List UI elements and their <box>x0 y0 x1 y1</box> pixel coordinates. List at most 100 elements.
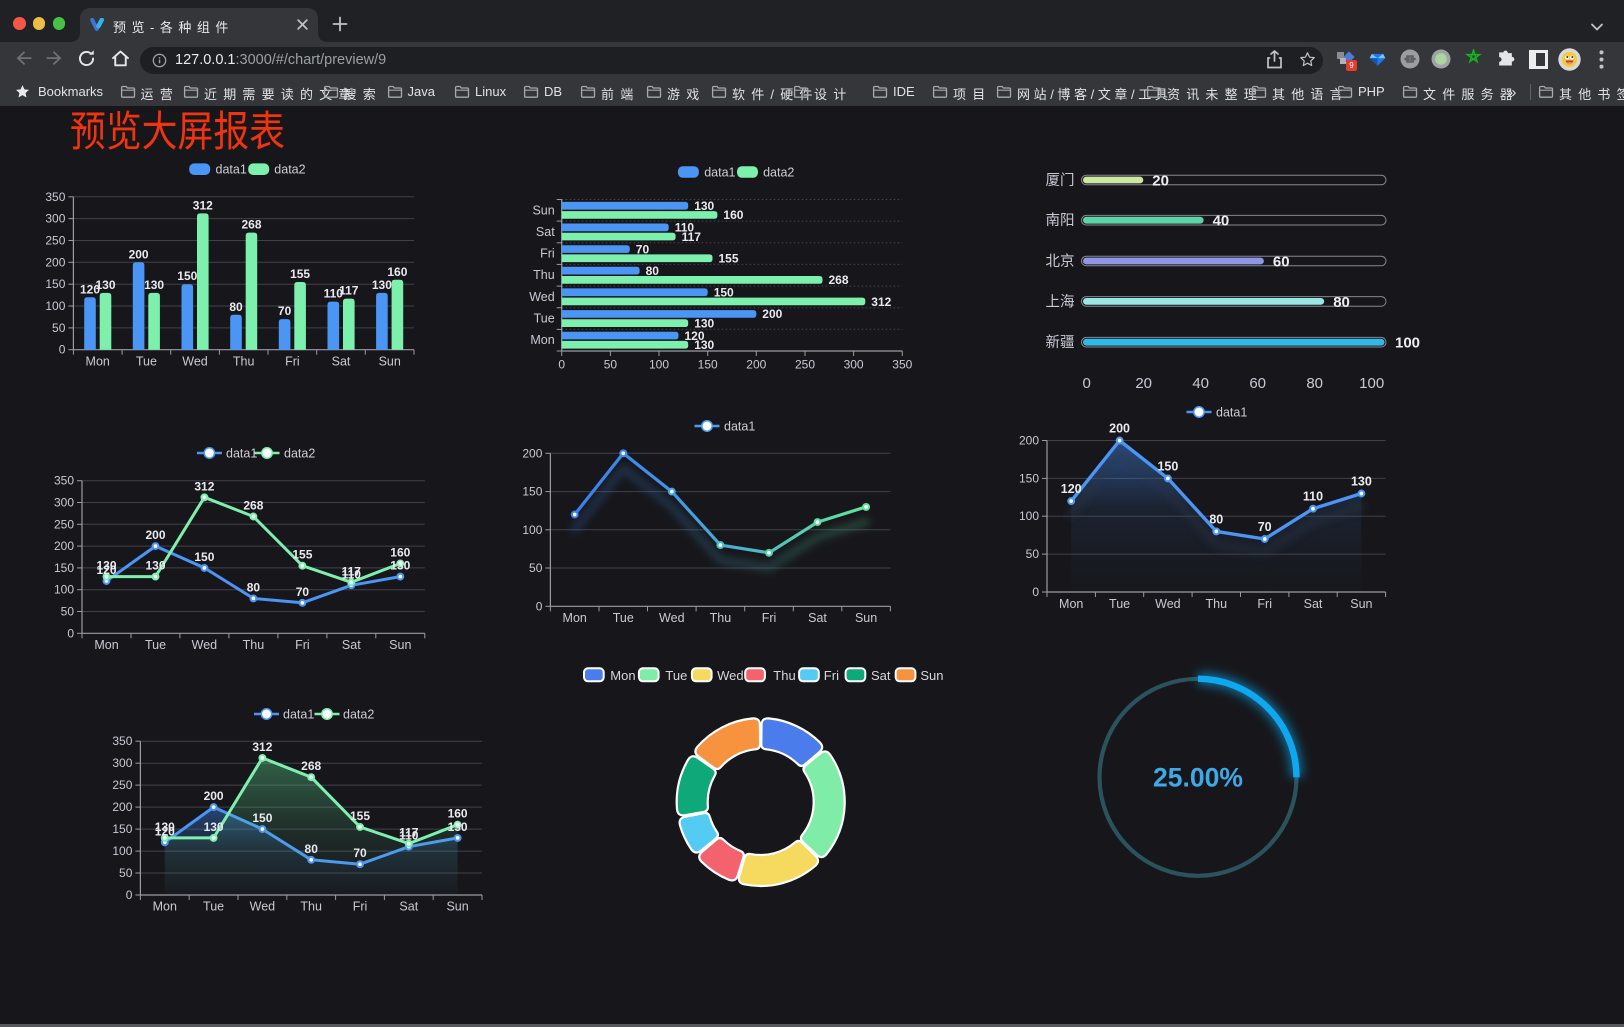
svg-text:130: 130 <box>694 338 714 352</box>
svg-text:110: 110 <box>342 567 362 581</box>
svg-text:200: 200 <box>45 255 65 269</box>
svg-text:200: 200 <box>522 446 542 460</box>
svg-text:130: 130 <box>145 559 165 573</box>
svg-text:250: 250 <box>54 517 74 531</box>
svg-text:160: 160 <box>723 208 743 222</box>
svg-text:268: 268 <box>829 273 849 287</box>
svg-text:Wed: Wed <box>1155 597 1181 611</box>
svg-text:100: 100 <box>1019 509 1039 523</box>
svg-text:Sat: Sat <box>1304 597 1323 611</box>
svg-text:Thu: Thu <box>233 354 255 368</box>
svg-text:130: 130 <box>694 316 714 330</box>
svg-text:data1: data1 <box>1216 405 1247 419</box>
svg-text:160: 160 <box>390 546 410 560</box>
svg-text:110: 110 <box>1303 490 1323 504</box>
svg-text:Sun: Sun <box>1350 597 1372 611</box>
svg-text:Fri: Fri <box>762 611 777 625</box>
svg-text:130: 130 <box>95 278 115 292</box>
svg-text:50: 50 <box>604 357 618 371</box>
svg-text:268: 268 <box>241 218 261 232</box>
svg-text:50: 50 <box>529 561 543 575</box>
svg-text:Sun: Sun <box>446 900 468 914</box>
svg-text:Wed: Wed <box>529 290 555 304</box>
svg-text:110: 110 <box>324 287 344 301</box>
svg-text:Sun: Sun <box>920 668 943 683</box>
svg-text:70: 70 <box>1258 520 1272 534</box>
svg-text:150: 150 <box>1157 459 1178 473</box>
svg-text:Sat: Sat <box>536 225 555 239</box>
svg-text:155: 155 <box>292 548 312 562</box>
svg-text:南阳: 南阳 <box>1046 212 1075 229</box>
svg-text:data1: data1 <box>283 707 314 721</box>
svg-text:130: 130 <box>448 820 468 834</box>
svg-text:上海: 上海 <box>1046 293 1075 310</box>
svg-text:Fri: Fri <box>353 900 368 914</box>
svg-text:40: 40 <box>1192 375 1209 392</box>
svg-text:350: 350 <box>112 734 132 748</box>
svg-text:80: 80 <box>646 264 660 278</box>
svg-text:120: 120 <box>80 282 100 296</box>
svg-text:0: 0 <box>1032 585 1039 599</box>
svg-text:268: 268 <box>243 499 263 513</box>
svg-text:预览大屏报表: 预览大屏报表 <box>70 108 285 155</box>
svg-text:130: 130 <box>390 559 410 573</box>
svg-text:Fri: Fri <box>824 668 839 683</box>
svg-text:350: 350 <box>45 190 65 204</box>
svg-text:Mon: Mon <box>86 354 110 368</box>
svg-text:150: 150 <box>194 550 214 564</box>
svg-text:268: 268 <box>301 759 321 773</box>
svg-text:160: 160 <box>387 265 407 279</box>
svg-text:Wed: Wed <box>192 638 218 652</box>
svg-text:117: 117 <box>399 826 419 840</box>
svg-text:117: 117 <box>682 230 702 244</box>
svg-text:200: 200 <box>746 357 766 371</box>
svg-text:Mon: Mon <box>530 333 554 347</box>
svg-text:200: 200 <box>129 247 149 261</box>
svg-text:100: 100 <box>1359 375 1384 392</box>
svg-text:厦门: 厦门 <box>1046 172 1075 189</box>
svg-text:20: 20 <box>1135 375 1152 392</box>
svg-text:Thu: Thu <box>773 668 795 683</box>
svg-text:Sun: Sun <box>379 354 401 368</box>
svg-text:200: 200 <box>54 539 74 553</box>
svg-text:150: 150 <box>177 269 197 283</box>
svg-text:312: 312 <box>193 198 213 212</box>
svg-text:data1: data1 <box>724 419 755 433</box>
svg-text:Fri: Fri <box>295 638 310 652</box>
svg-text:0: 0 <box>558 357 565 371</box>
svg-text:70: 70 <box>278 304 292 318</box>
svg-text:Mon: Mon <box>94 638 118 652</box>
svg-text:data1: data1 <box>216 163 247 177</box>
svg-text:Thu: Thu <box>243 638 265 652</box>
svg-text:150: 150 <box>54 561 74 575</box>
svg-text:150: 150 <box>698 357 718 371</box>
svg-text:200: 200 <box>145 528 165 542</box>
svg-text:130: 130 <box>1351 475 1372 489</box>
svg-text:50: 50 <box>119 866 133 880</box>
svg-text:120: 120 <box>96 563 116 577</box>
svg-text:data2: data2 <box>763 165 794 179</box>
svg-text:200: 200 <box>204 789 224 803</box>
svg-text:200: 200 <box>1019 434 1039 448</box>
svg-text:150: 150 <box>714 286 734 300</box>
svg-text:Mon: Mon <box>1059 597 1083 611</box>
svg-text:250: 250 <box>795 357 815 371</box>
svg-text:100: 100 <box>522 523 542 537</box>
svg-text:117: 117 <box>339 284 359 298</box>
svg-text:Fri: Fri <box>285 354 300 368</box>
svg-text:Mon: Mon <box>563 611 587 625</box>
svg-text:Thu: Thu <box>300 900 322 914</box>
svg-text:120: 120 <box>685 329 705 343</box>
svg-text:0: 0 <box>1083 375 1091 392</box>
svg-text:312: 312 <box>194 479 214 493</box>
svg-text:350: 350 <box>892 357 912 371</box>
svg-text:100: 100 <box>112 844 132 858</box>
svg-text:data2: data2 <box>274 163 305 177</box>
svg-text:155: 155 <box>290 267 310 281</box>
svg-text:110: 110 <box>675 221 695 235</box>
svg-text:60: 60 <box>1249 375 1266 392</box>
svg-text:Sun: Sun <box>389 638 411 652</box>
svg-text:Wed: Wed <box>659 611 685 625</box>
svg-text:312: 312 <box>252 740 272 754</box>
svg-text:100: 100 <box>54 583 74 597</box>
